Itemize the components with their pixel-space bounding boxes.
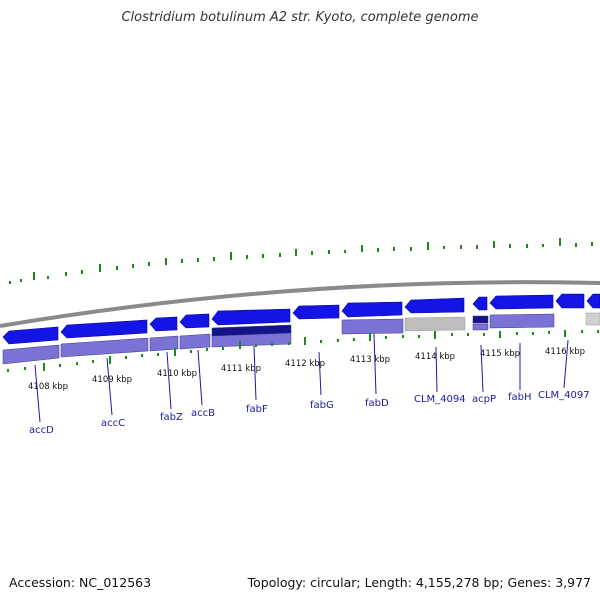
cds-block bbox=[472, 323, 489, 331]
gene-arrow-acpP[interactable] bbox=[472, 296, 488, 311]
gene-arrow-accD[interactable] bbox=[2, 326, 59, 345]
gene-label-fabZ[interactable]: fabZ bbox=[160, 412, 183, 423]
kbp-label: 4109 kbp bbox=[92, 375, 132, 385]
genome-stats-text: Topology: circular; Length: 4,155,278 bp… bbox=[247, 575, 591, 590]
cds-block-dark bbox=[472, 315, 489, 324]
gene-labels: accD accC fabZ accB fabF fabG fabD CLM_4… bbox=[29, 390, 590, 436]
kbp-label: 4108 kbp bbox=[28, 382, 68, 392]
cds-block-gray bbox=[585, 312, 600, 326]
gene-arrow-fabD[interactable] bbox=[341, 301, 403, 318]
gene-label-accB[interactable]: accB bbox=[191, 408, 215, 419]
kbp-label: 4112 kbp bbox=[285, 359, 325, 369]
cds-block-gray bbox=[404, 316, 466, 332]
gene-arrow-fabF[interactable] bbox=[211, 308, 291, 326]
cds-block bbox=[149, 335, 179, 352]
gene-arrow-fabZ[interactable] bbox=[149, 316, 178, 332]
gene-label-acpP[interactable]: acpP bbox=[472, 394, 496, 405]
gene-arrow-accC[interactable] bbox=[60, 319, 148, 339]
gene-arrow-accB[interactable] bbox=[179, 313, 210, 329]
cds-block bbox=[179, 333, 211, 350]
gene-label-accD[interactable]: accD bbox=[29, 425, 54, 436]
genome-backbone bbox=[0, 280, 600, 328]
gene-label-CLM_4094[interactable]: CLM_4094 bbox=[414, 394, 466, 405]
map-title: Clostridium botulinum A2 str. Kyoto, com… bbox=[121, 10, 479, 25]
cds-block-dark bbox=[211, 324, 292, 337]
gene-arrow-CLM_4094[interactable] bbox=[404, 297, 465, 314]
kbp-label: 4113 kbp bbox=[350, 355, 390, 365]
kbp-label: 4114 kbp bbox=[415, 352, 455, 362]
kbp-label: 4115 kbp bbox=[480, 349, 520, 359]
gene-label-fabH[interactable]: fabH bbox=[508, 392, 532, 403]
gene-arrow-fabH[interactable] bbox=[489, 294, 554, 310]
gene-label-fabF[interactable]: fabF bbox=[246, 404, 268, 415]
inner-tick-row bbox=[7, 330, 599, 372]
gene-label-CLM_4097[interactable]: CLM_4097 bbox=[538, 390, 590, 401]
kbp-label: 4116 kbp bbox=[545, 347, 585, 357]
gene-arrow-next[interactable] bbox=[586, 293, 600, 309]
gene-leader-lines bbox=[34, 333, 569, 423]
kbp-label: 4110 kbp bbox=[157, 369, 197, 379]
gene-label-accC[interactable]: accC bbox=[101, 418, 125, 429]
cds-block bbox=[2, 344, 60, 365]
gene-arrow-CLM_4097[interactable] bbox=[555, 293, 585, 309]
gene-arrows bbox=[2, 293, 600, 345]
cds-block bbox=[341, 318, 404, 335]
kbp-ruler: 4108 kbp 4109 kbp 4110 kbp 4111 kbp 4112… bbox=[28, 347, 585, 392]
gene-label-fabD[interactable]: fabD bbox=[365, 398, 389, 409]
gene-label-fabG[interactable]: fabG bbox=[310, 400, 334, 411]
kbp-label: 4111 kbp bbox=[221, 364, 261, 374]
cds-block bbox=[60, 337, 149, 358]
cds-block bbox=[489, 313, 555, 329]
gene-arrow-fabG[interactable] bbox=[292, 304, 340, 320]
outer-tick-row bbox=[9, 238, 593, 284]
accession-text: Accession: NC_012563 bbox=[9, 575, 152, 590]
